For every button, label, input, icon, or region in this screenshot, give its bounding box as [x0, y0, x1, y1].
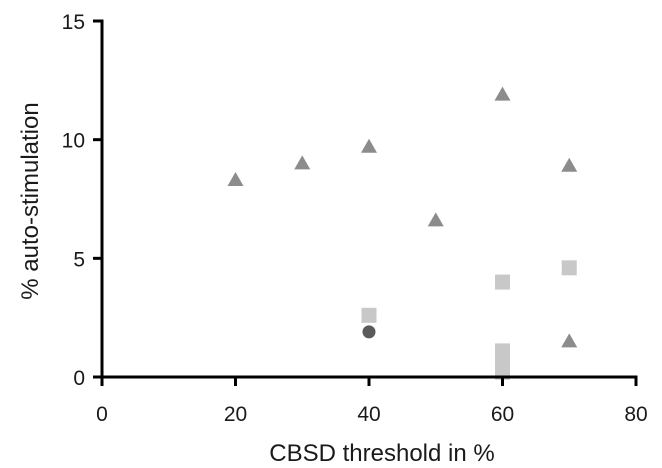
y-tick-label: 0	[73, 367, 85, 390]
x-axis-title: CBSD threshold in %	[269, 440, 494, 467]
data-point-square	[495, 274, 510, 290]
data-point-square	[561, 260, 577, 276]
data-point-triangle	[294, 155, 311, 170]
x-tick-label: 60	[491, 403, 514, 426]
data-point-circle	[362, 325, 376, 339]
y-tick-label: 15	[62, 11, 85, 34]
data-point-triangle	[361, 138, 377, 153]
axes	[100, 19, 638, 379]
data-point-triangle	[561, 333, 578, 348]
data-point-triangle	[561, 157, 578, 172]
data-point-triangle	[427, 212, 444, 227]
y-tick-label: 5	[73, 248, 85, 271]
y-axis-title: % auto-stimulation	[17, 102, 44, 299]
x-tick-label: 80	[624, 403, 647, 426]
data-points	[227, 86, 578, 380]
ticks: 0 20 40 60 80 0 5 10 15	[62, 11, 648, 426]
x-tick-label: 40	[357, 403, 380, 426]
data-point-triangle	[227, 172, 244, 187]
data-point-square	[361, 307, 377, 323]
x-tick-label: 20	[224, 403, 247, 426]
x-tick-label: 0	[96, 403, 108, 426]
y-tick-label: 10	[62, 130, 85, 153]
data-point-triangle	[494, 86, 511, 101]
